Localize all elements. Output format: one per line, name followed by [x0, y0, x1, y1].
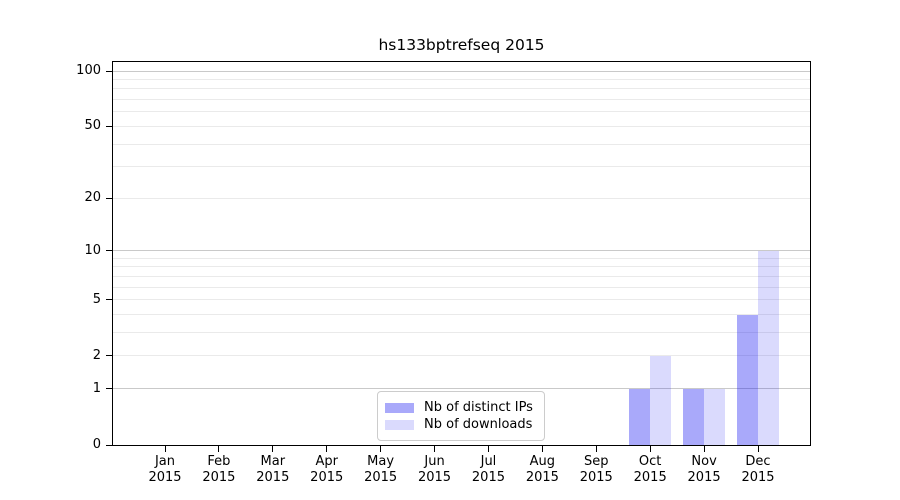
- x-tick-year: 2015: [579, 470, 613, 485]
- x-tick-year: 2015: [525, 470, 559, 485]
- plot-area: 0 1 2 5 10 20 50 100 Jan 2015 Feb 2015 Mar 2015 Apr 201…: [76, 61, 811, 485]
- gridline-minor: [113, 286, 810, 288]
- x-tick-label: Jun 2015: [405, 454, 465, 486]
- gridline-minor: [113, 99, 810, 101]
- x-tick: [649, 445, 651, 452]
- x-tick-year: 2015: [471, 470, 505, 485]
- x-tick: [757, 445, 759, 452]
- y-tick-label: 20: [84, 190, 101, 206]
- x-tick-month: Feb: [207, 454, 231, 469]
- x-tick-month: Jun: [424, 454, 445, 469]
- x-tick-month: Dec: [745, 454, 771, 469]
- bar-distinct-ips: [683, 388, 705, 445]
- legend-swatch-downloads: [385, 419, 414, 430]
- x-tick: [164, 445, 166, 452]
- legend: Nb of distinct IPs Nb of downloads: [377, 391, 545, 441]
- y-tick: [106, 250, 113, 252]
- x-tick: [487, 445, 489, 452]
- y-tick: [106, 355, 113, 357]
- gridline-minor: [113, 257, 810, 259]
- x-tick-month: Jul: [480, 454, 497, 469]
- x-tick: [595, 445, 597, 452]
- x-tick-month: Jan: [154, 454, 176, 469]
- y-tick: [106, 70, 113, 72]
- legend-item-distinct-ips: Nb of distinct IPs: [385, 399, 533, 416]
- gridline-minor: [113, 125, 810, 127]
- y-tick-label: 0: [92, 437, 101, 452]
- x-tick-month: Nov: [691, 454, 717, 469]
- gridline-minor: [113, 276, 810, 278]
- y-tick-label: 2: [92, 347, 101, 363]
- x-tick: [703, 445, 705, 452]
- x-tick-year: 2015: [148, 470, 182, 485]
- x-tick: [541, 445, 543, 452]
- y-tick: [106, 444, 113, 446]
- x-tick-month: Mar: [260, 454, 286, 469]
- x-tick-label: Feb 2015: [189, 454, 249, 486]
- gridline-major: [113, 388, 810, 390]
- gridline-minor: [113, 332, 810, 334]
- legend-label-distinct-ips: Nb of distinct IPs: [424, 400, 533, 415]
- x-tick-year: 2015: [202, 470, 236, 485]
- y-tick-label: 5: [92, 291, 101, 307]
- y-tick: [106, 125, 113, 127]
- gridline-minor: [113, 166, 810, 168]
- x-tick: [326, 445, 328, 452]
- y-tick-label: 1: [92, 380, 101, 396]
- y-tick-label: 100: [76, 63, 101, 79]
- x-tick-year: 2015: [417, 470, 452, 485]
- gridline-major: [113, 70, 810, 72]
- gridline-minor: [113, 88, 810, 90]
- x-tick: [434, 445, 436, 452]
- x-tick-label: Nov 2015: [674, 454, 734, 486]
- x-tick-label: May 2015: [351, 454, 411, 486]
- x-tick-year: 2015: [364, 470, 398, 485]
- gridline-minor: [113, 111, 810, 113]
- gridline-minor: [113, 266, 810, 268]
- x-tick-label: Aug 2015: [512, 454, 572, 486]
- x-tick-year: 2015: [687, 470, 721, 485]
- x-tick-label: Jan 2015: [135, 454, 195, 486]
- gridline-minor: [113, 355, 810, 357]
- bar-downloads: [650, 355, 672, 445]
- legend-label-downloads: Nb of downloads: [424, 417, 533, 432]
- x-tick-year: 2015: [633, 470, 667, 485]
- x-tick-year: 2015: [256, 470, 290, 485]
- gridline-minor: [113, 299, 810, 301]
- x-tick: [272, 445, 274, 452]
- x-tick-label: Apr 2015: [297, 454, 357, 486]
- bar-distinct-ips: [629, 388, 651, 445]
- y-tick: [106, 197, 113, 199]
- y-tick: [106, 388, 113, 390]
- y-tick: [106, 299, 113, 301]
- y-tick-label: 10: [84, 242, 101, 258]
- x-tick-label: Mar 2015: [243, 454, 303, 486]
- x-tick-month: May: [367, 454, 395, 469]
- x-tick: [218, 445, 220, 452]
- bar-distinct-ips: [737, 314, 758, 445]
- x-tick-month: Sep: [584, 454, 609, 469]
- gridline-major: [113, 250, 810, 252]
- x-tick-month: Oct: [638, 454, 662, 469]
- x-tick: [380, 445, 382, 452]
- x-tick-label: Sep 2015: [566, 454, 626, 486]
- legend-item-downloads: Nb of downloads: [385, 416, 533, 433]
- gridline-minor: [113, 79, 810, 81]
- y-tick-label: 50: [84, 118, 101, 134]
- bar-downloads: [758, 250, 779, 445]
- bar-downloads: [704, 388, 726, 445]
- x-tick-label: Dec 2015: [728, 454, 788, 486]
- gridline-minor: [113, 197, 810, 199]
- x-tick-month: Apr: [315, 454, 338, 469]
- x-tick-label: Oct 2015: [620, 454, 680, 486]
- gridline-minor: [113, 314, 810, 316]
- x-tick-year: 2015: [741, 470, 775, 485]
- legend-swatch-distinct-ips: [385, 402, 414, 413]
- gridline-minor: [113, 143, 810, 145]
- x-tick-label: Jul 2015: [458, 454, 518, 486]
- chart-title: hs133bptrefseq 2015: [378, 36, 545, 54]
- x-tick-month: Aug: [529, 454, 556, 469]
- x-tick-year: 2015: [310, 470, 344, 485]
